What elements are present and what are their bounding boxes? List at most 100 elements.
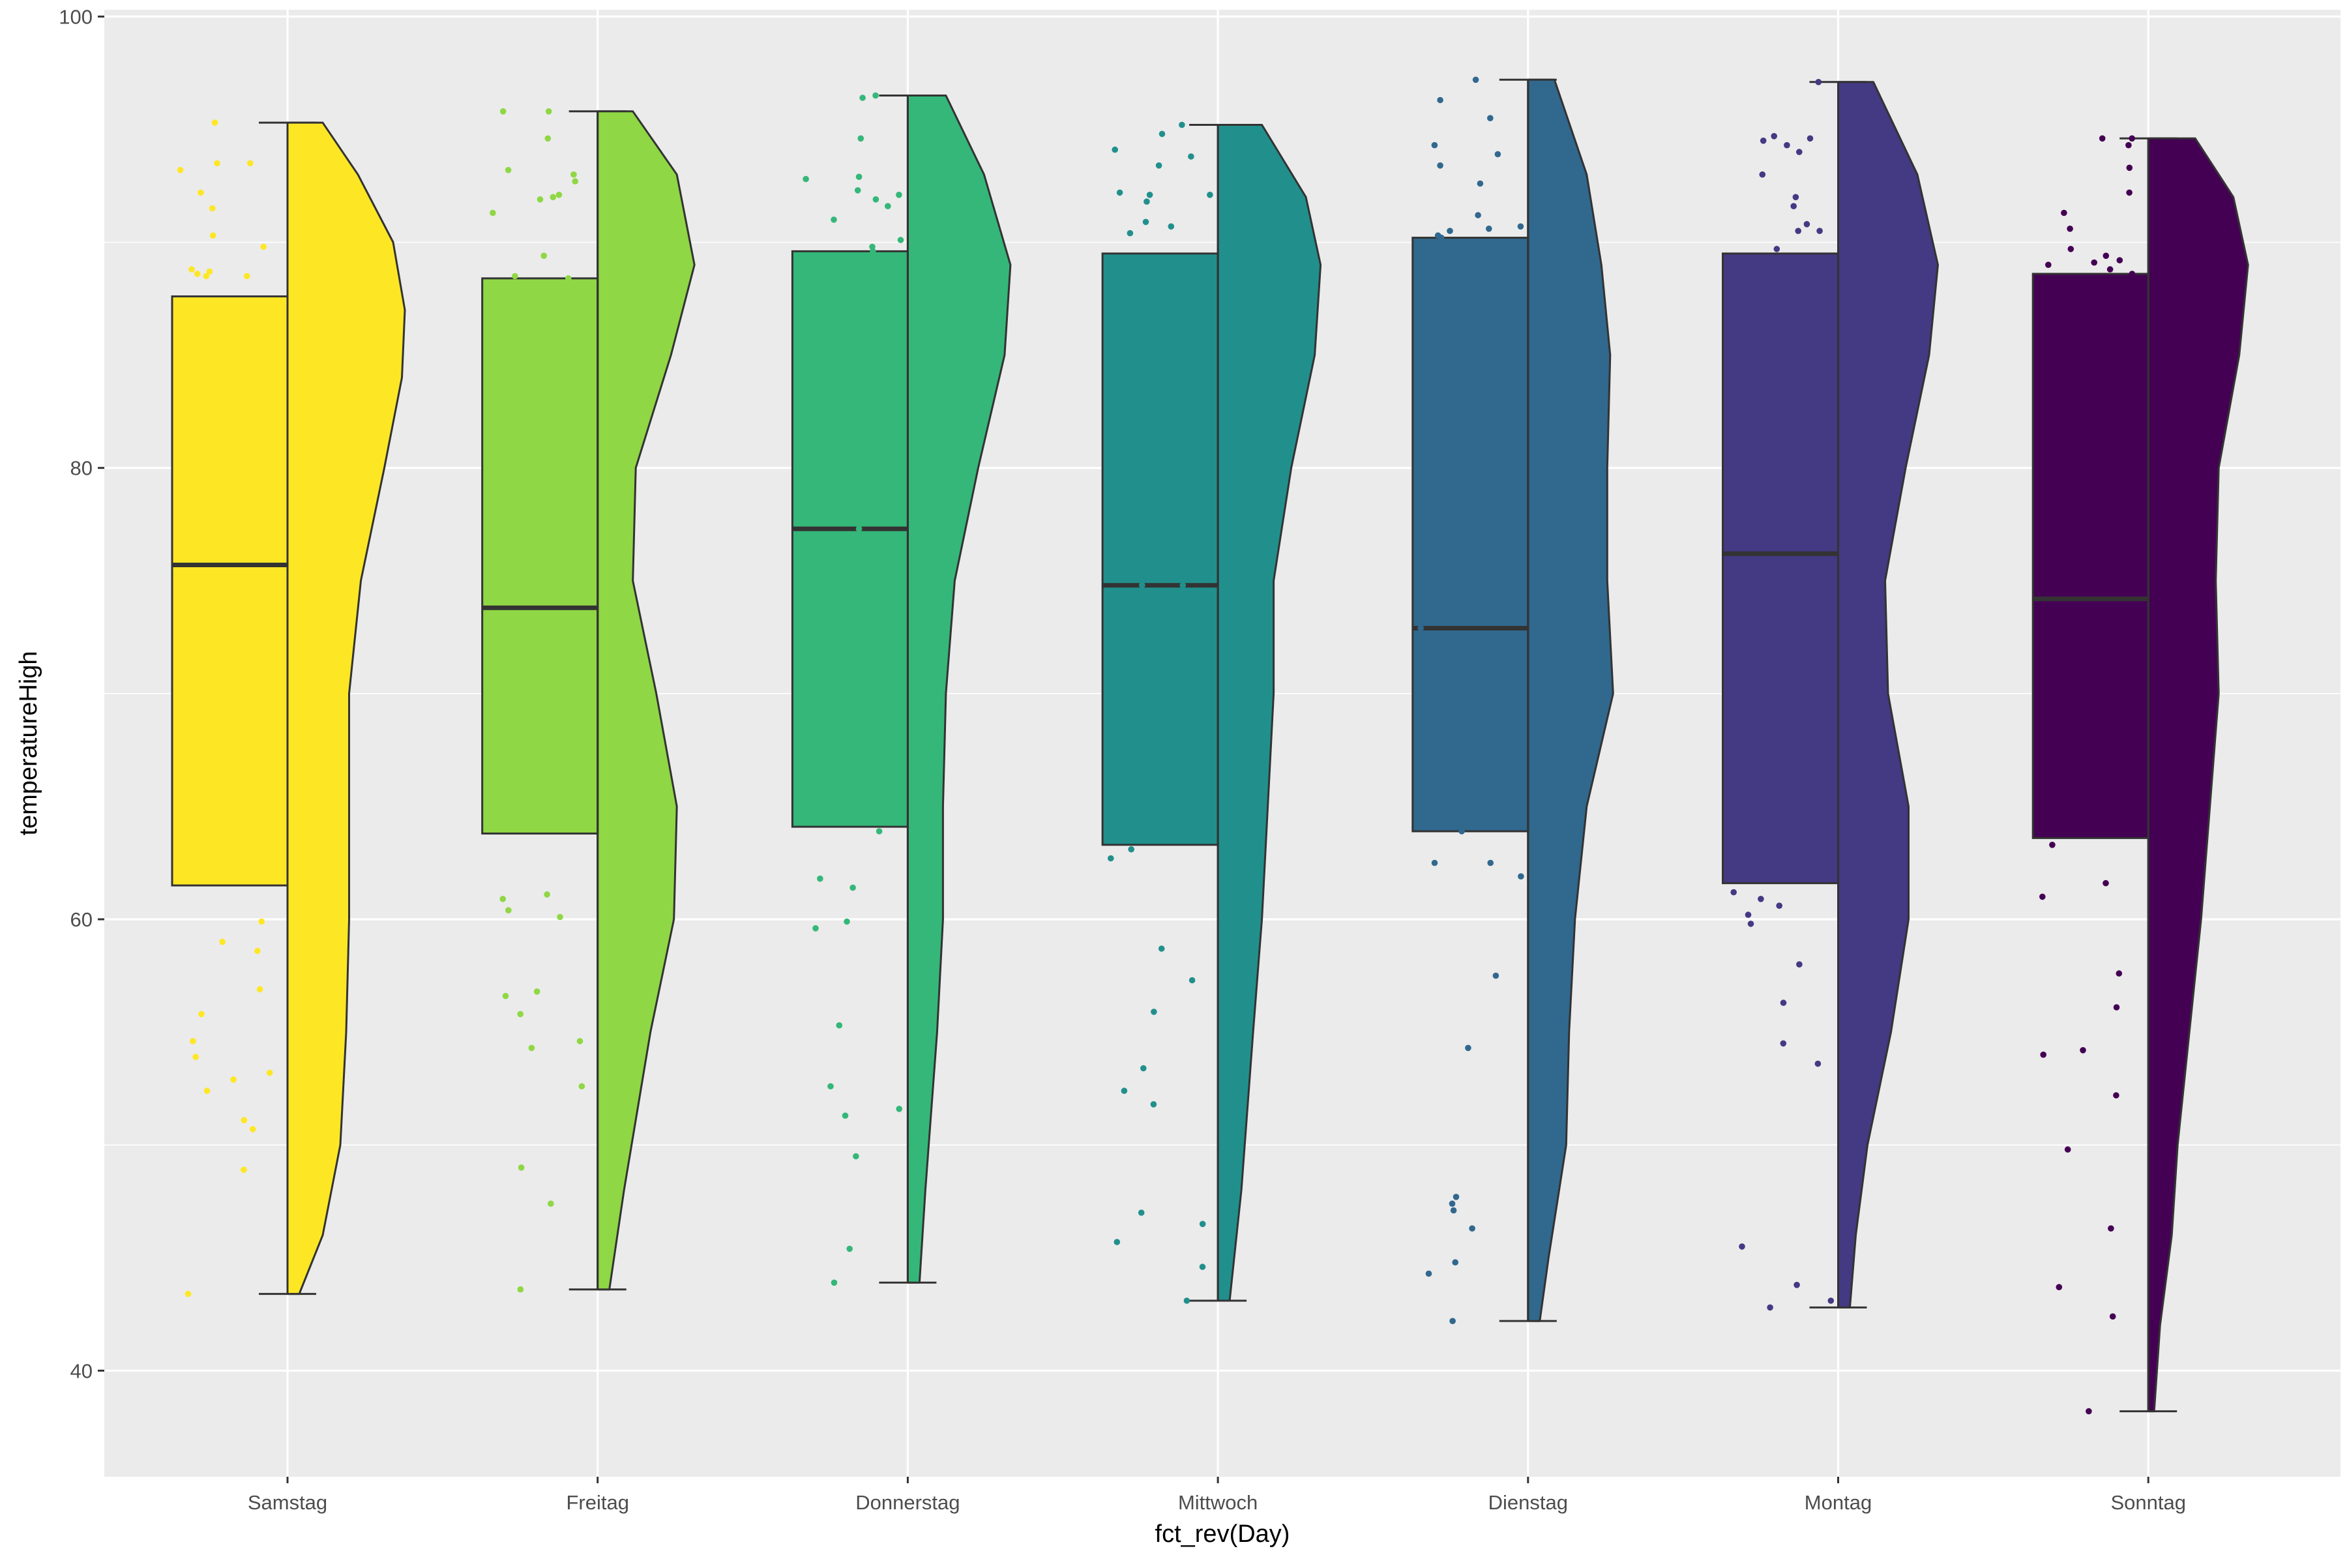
- data-point: [517, 1011, 524, 1018]
- data-point: [1449, 1318, 1456, 1324]
- data-point: [1179, 121, 1185, 128]
- data-point: [1183, 1297, 1190, 1304]
- data-point: [2129, 271, 2136, 277]
- data-point: [876, 828, 883, 835]
- data-point: [1472, 76, 1479, 83]
- data-point: [188, 266, 195, 273]
- data-point: [1780, 999, 1787, 1006]
- data-point: [576, 1038, 583, 1044]
- data-point: [550, 194, 557, 201]
- data-point: [1487, 115, 1494, 121]
- data-point: [1199, 1220, 1206, 1228]
- data-point: [1139, 582, 1145, 589]
- data-point: [517, 1286, 524, 1293]
- data-point: [2067, 226, 2073, 232]
- data-point: [1417, 625, 1424, 632]
- data-point: [2067, 246, 2074, 252]
- box-iqr: [481, 277, 599, 835]
- category-group-mittwoch: [1101, 121, 1322, 1304]
- data-point: [1759, 171, 1766, 178]
- data-point: [1492, 972, 1499, 979]
- data-point: [266, 1069, 273, 1076]
- box-iqr: [1722, 252, 1839, 885]
- data-point: [1128, 846, 1134, 853]
- data-point: [855, 173, 863, 181]
- data-point: [812, 925, 819, 932]
- data-point: [247, 160, 254, 167]
- data-point: [1449, 1200, 1456, 1207]
- data-point: [1792, 194, 1799, 201]
- data-point: [1114, 1239, 1121, 1245]
- data-point: [211, 119, 218, 126]
- data-point: [1168, 223, 1175, 230]
- data-point: [499, 896, 507, 902]
- data-point: [1745, 911, 1752, 918]
- data-point: [1437, 162, 1443, 169]
- data-point: [1179, 582, 1187, 589]
- data-point: [2126, 164, 2133, 171]
- data-point: [2106, 266, 2114, 273]
- data-point: [555, 192, 563, 198]
- data-point: [1827, 1297, 1835, 1304]
- violin-half: [1837, 81, 1939, 1309]
- data-point: [1758, 896, 1764, 902]
- data-point: [219, 938, 226, 945]
- data-point: [1142, 218, 1149, 226]
- data-point: [1453, 1194, 1460, 1200]
- data-point: [2116, 970, 2123, 977]
- data-point: [548, 1200, 554, 1207]
- data-point: [896, 192, 902, 198]
- x-axis-title: fct_rev(Day): [1155, 1520, 1290, 1548]
- data-point: [198, 189, 204, 196]
- box-iqr: [1411, 237, 1529, 833]
- data-point: [209, 232, 216, 239]
- x-tick-label: Mittwoch: [1178, 1491, 1258, 1514]
- data-point: [537, 196, 544, 203]
- data-point: [1477, 180, 1484, 187]
- data-point: [1199, 1264, 1206, 1270]
- data-point: [185, 1290, 192, 1297]
- data-point: [544, 135, 552, 142]
- category-group-dienstag: [1411, 76, 1614, 1324]
- x-tick-label: Dienstag: [1488, 1491, 1568, 1514]
- data-point: [1469, 1225, 1475, 1232]
- data-point: [1793, 1282, 1800, 1288]
- violin-half: [1217, 124, 1322, 1302]
- data-point: [1771, 133, 1777, 140]
- data-point: [896, 1106, 902, 1112]
- data-point: [872, 196, 879, 203]
- data-point: [203, 1087, 211, 1094]
- data-point: [256, 986, 263, 993]
- data-point: [545, 108, 552, 115]
- data-point: [1795, 228, 1801, 235]
- data-point: [1815, 79, 1822, 85]
- violin-half: [286, 121, 406, 1295]
- data-point: [505, 166, 512, 173]
- data-point: [249, 1126, 256, 1132]
- data-point: [1796, 149, 1803, 155]
- data-point: [194, 271, 201, 277]
- data-point: [2126, 189, 2133, 196]
- data-point: [499, 108, 507, 115]
- data-point: [836, 1022, 843, 1029]
- data-point: [1796, 961, 1803, 968]
- data-point: [1127, 229, 1134, 237]
- data-point: [241, 1117, 248, 1123]
- data-point: [192, 1054, 199, 1060]
- data-point: [490, 209, 496, 216]
- data-point: [1790, 203, 1797, 210]
- data-point: [502, 992, 509, 999]
- data-point: [1773, 246, 1780, 252]
- data-point: [831, 216, 837, 223]
- data-point: [859, 95, 866, 101]
- category-group-freitag: [481, 108, 696, 1293]
- category-group-samstag: [171, 119, 406, 1297]
- data-point: [1486, 226, 1492, 232]
- data-point: [1450, 1207, 1457, 1214]
- data-point: [2103, 880, 2109, 887]
- data-point: [1494, 151, 1501, 158]
- axes: 40 60 80 100 Samstag Freitag Donnerstag Mittwoc…: [59, 5, 2186, 1514]
- data-point: [1487, 859, 1494, 866]
